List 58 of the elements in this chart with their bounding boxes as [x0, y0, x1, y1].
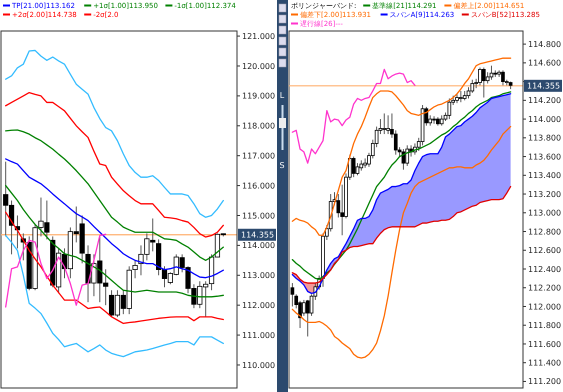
y-tick-label: 117.000 [242, 151, 276, 160]
line-series [292, 58, 512, 236]
candlestick [482, 67, 486, 98]
y-tick-label: 111.200 [528, 377, 562, 386]
candlestick [290, 282, 294, 307]
y-tick-label: 119.000 [242, 92, 276, 101]
y-tick-label: 114.000 [528, 114, 562, 124]
y-tick-label: 111.000 [242, 330, 276, 340]
candlestick [501, 70, 505, 86]
y-tick-label: 121.000 [242, 32, 276, 41]
text: L [280, 91, 285, 100]
y-tick-label: 110.000 [242, 360, 276, 370]
ref-line-label: 114.355 [527, 82, 560, 91]
candlestick [306, 299, 310, 337]
candlestick [459, 90, 463, 103]
y-tick-label: 114.800 [528, 40, 562, 49]
candlestick [359, 160, 364, 172]
y-tick-label: 113.000 [528, 208, 562, 218]
y-tick-label: 113.200 [528, 190, 562, 199]
y-tick-label: 112.000 [528, 302, 562, 312]
candlestick [455, 93, 459, 104]
candlestick [302, 299, 306, 316]
y-tick-label: 114.600 [528, 58, 562, 68]
y-tick-label: 112.800 [528, 227, 562, 236]
y-tick-label: 113.400 [528, 171, 562, 180]
line-series [5, 92, 224, 238]
line-series [5, 234, 106, 308]
y-tick-label: 120.000 [242, 62, 276, 71]
line-series [5, 50, 224, 218]
candlestick [132, 260, 138, 279]
y-tick-label: 111.800 [528, 321, 562, 330]
y-tick-label: 112.000 [242, 300, 276, 310]
candlestick [490, 65, 494, 80]
y-tick-label: 113.000 [242, 271, 276, 280]
candlestick [386, 114, 390, 135]
y-tick-label: 112.600 [528, 246, 562, 256]
line-series [5, 129, 224, 261]
y-tick-label: 116.000 [242, 181, 276, 190]
y-tick-label: 112.200 [528, 284, 562, 293]
y-tick-label: 112.400 [528, 264, 562, 274]
candlestick [440, 114, 444, 126]
y-tick-label: 111.600 [528, 340, 562, 349]
text: S [279, 161, 285, 170]
line-series [5, 234, 224, 358]
y-tick-label: 114.200 [528, 96, 562, 106]
candlestick [448, 98, 452, 120]
line-series [292, 126, 512, 359]
y-tick-label: 111.400 [528, 358, 562, 368]
y-tick-label: 114.000 [242, 241, 276, 250]
ref-line-label: 114.355 [241, 230, 274, 240]
y-tick-label: 113.800 [528, 134, 562, 143]
y-tick-label: 113.600 [528, 152, 562, 162]
candlestick [382, 112, 386, 135]
y-tick-label: 115.000 [242, 211, 276, 220]
candlestick [462, 90, 467, 101]
line-series [292, 68, 416, 164]
y-tick-label: 118.000 [242, 122, 276, 131]
candlestick [352, 156, 356, 178]
